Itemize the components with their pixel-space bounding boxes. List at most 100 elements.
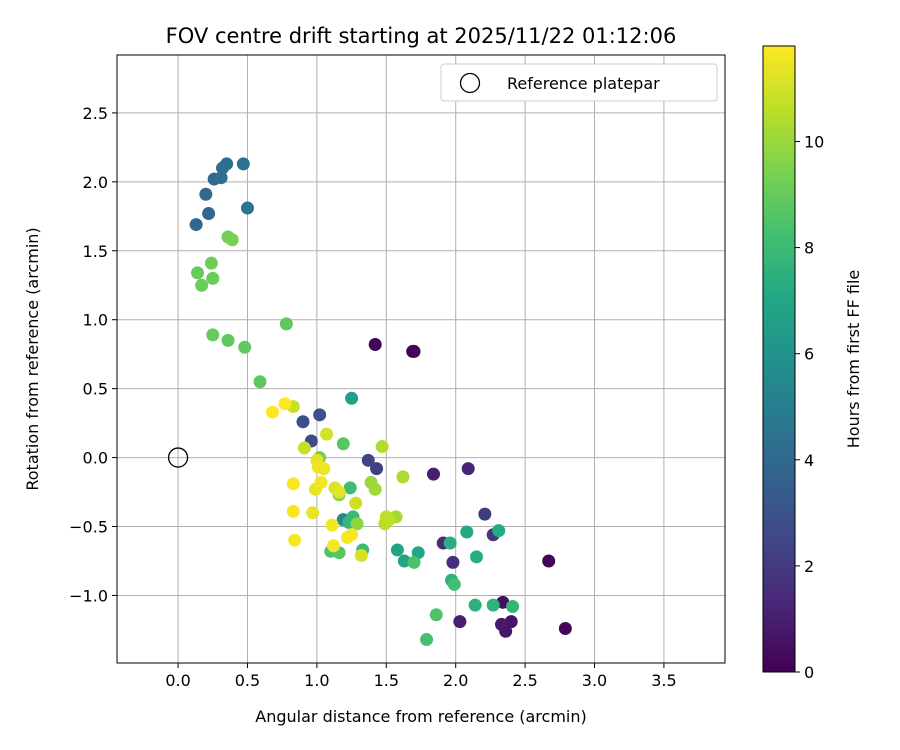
- data-point: [313, 408, 327, 422]
- data-point: [189, 218, 203, 232]
- data-point: [368, 482, 382, 496]
- data-point: [506, 599, 520, 613]
- data-point: [325, 518, 339, 532]
- data-point: [253, 375, 267, 389]
- data-point: [486, 598, 500, 612]
- colorbar: 0 2 4 6 8 10 Hours from first FF file: [762, 45, 863, 682]
- legend-box: [440, 63, 718, 102]
- data-point: [460, 525, 474, 539]
- colorbar-tick-label: 6: [804, 345, 814, 364]
- data-point: [461, 462, 475, 476]
- data-point: [345, 391, 359, 405]
- data-point: [240, 201, 254, 215]
- data-point: [495, 617, 509, 631]
- data-point: [345, 528, 359, 542]
- plot-area: [117, 55, 725, 663]
- data-point: [199, 187, 213, 201]
- data-points: [189, 157, 572, 647]
- data-point: [407, 344, 421, 358]
- y-tick-label: 0.0: [83, 449, 108, 468]
- data-point: [306, 506, 320, 520]
- colorbar-tick-label: 0: [804, 663, 814, 682]
- y-tick-label: 0.5: [83, 380, 108, 399]
- data-point: [191, 266, 205, 280]
- y-axis-label: Rotation from reference (arcmin): [23, 227, 42, 490]
- x-tick-label: 2.0: [443, 671, 468, 690]
- data-point: [279, 317, 293, 331]
- colorbar-gradient: [762, 45, 796, 673]
- data-point: [443, 536, 457, 550]
- data-point: [220, 157, 234, 171]
- data-point: [453, 615, 467, 629]
- data-point: [370, 462, 384, 476]
- grid-lines: [117, 55, 725, 663]
- data-point: [407, 555, 421, 569]
- data-point: [204, 256, 218, 270]
- reference-marker: [167, 447, 189, 468]
- colorbar-label: Hours from first FF file: [844, 270, 863, 449]
- colorbar-tick-label: 2: [804, 557, 814, 576]
- data-point: [206, 271, 220, 285]
- data-point: [214, 171, 228, 185]
- data-point: [221, 333, 235, 347]
- x-tick-label: 0.5: [235, 671, 260, 690]
- x-tick-label: 3.5: [651, 671, 676, 690]
- reference-platepar-point: [167, 447, 189, 468]
- data-point: [542, 554, 556, 568]
- data-point: [265, 405, 279, 419]
- chart-title: FOV centre drift starting at 2025/11/22 …: [166, 24, 677, 48]
- data-point: [420, 633, 434, 647]
- data-point: [320, 427, 334, 441]
- data-point: [314, 475, 328, 489]
- data-point: [382, 513, 396, 527]
- data-point: [470, 550, 484, 564]
- data-point: [396, 470, 410, 484]
- data-point: [225, 233, 239, 247]
- x-tick-label: 1.0: [304, 671, 329, 690]
- data-point: [195, 278, 209, 292]
- data-point: [426, 467, 440, 481]
- data-point: [286, 504, 300, 518]
- plot-frame: [116, 54, 726, 664]
- data-point: [558, 622, 572, 636]
- y-tick-label: 2.0: [83, 173, 108, 192]
- data-point: [336, 437, 350, 451]
- data-point: [468, 598, 482, 612]
- y-tick-label: −1.0: [69, 586, 108, 605]
- data-point: [390, 543, 404, 557]
- data-point: [236, 157, 250, 171]
- data-point: [478, 507, 492, 521]
- data-point: [447, 577, 461, 591]
- y-tick-label: 1.5: [83, 242, 108, 261]
- data-point: [368, 338, 382, 352]
- colorbar-tick-label: 10: [804, 132, 824, 151]
- data-point: [349, 496, 363, 510]
- x-axis-label: Angular distance from reference (arcmin): [255, 707, 586, 726]
- data-point: [361, 453, 375, 467]
- y-tick-label: 2.5: [83, 104, 108, 123]
- data-point: [343, 481, 357, 495]
- x-tick-label: 3.0: [582, 671, 607, 690]
- data-point: [238, 340, 252, 354]
- data-point: [397, 554, 411, 568]
- legend-entry-reference-platepar: Reference platepar: [507, 74, 660, 93]
- data-point: [350, 517, 364, 531]
- data-point: [317, 462, 331, 476]
- data-point: [375, 440, 389, 454]
- data-point: [206, 328, 220, 342]
- data-point: [297, 441, 311, 455]
- data-point: [286, 477, 300, 491]
- x-axis-ticks: 0.0 0.5 1.0 1.5 2.0 2.5 3.0 3.5: [165, 663, 677, 690]
- legend-reference-symbol: [459, 72, 481, 94]
- data-point: [354, 548, 368, 562]
- data-point: [278, 397, 292, 411]
- x-tick-label: 0.0: [165, 671, 190, 690]
- y-tick-label: −0.5: [69, 518, 108, 537]
- data-point: [332, 485, 346, 499]
- data-point: [296, 415, 310, 429]
- colorbar-ticks: 0 2 4 6 8 10: [795, 132, 824, 682]
- colorbar-tick-label: 8: [804, 239, 814, 258]
- data-point: [327, 539, 341, 553]
- colorbar-tick-label: 4: [804, 451, 814, 470]
